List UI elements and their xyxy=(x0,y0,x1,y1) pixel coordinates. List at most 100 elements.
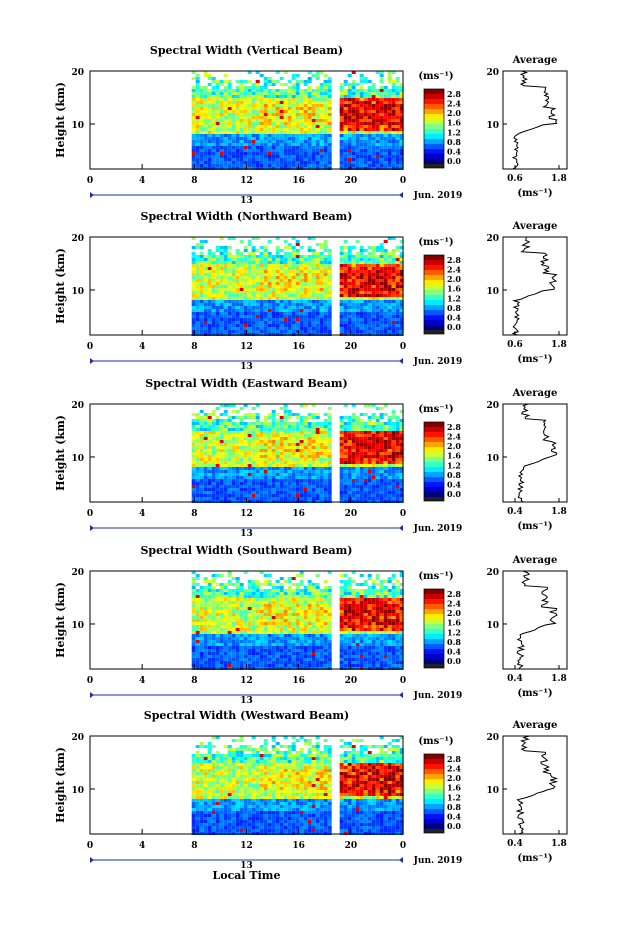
heatmap-cell xyxy=(291,443,296,446)
heatmap-cell xyxy=(391,443,396,446)
heatmap-cell xyxy=(399,482,404,485)
heatmap-cell xyxy=(271,494,276,497)
heatmap-cell xyxy=(215,449,220,452)
heatmap-cell xyxy=(399,134,404,137)
heatmap-cell xyxy=(199,416,204,419)
heatmap-cell xyxy=(343,479,348,482)
heatmap-cell xyxy=(303,267,308,270)
heatmap-cell xyxy=(251,446,256,449)
heatmap-cell xyxy=(347,321,352,324)
heatmap-cell xyxy=(275,101,280,104)
heatmap-cell xyxy=(263,95,268,98)
heatmap-cell xyxy=(247,71,252,74)
heatmap-cell xyxy=(295,140,300,143)
heatmap-cell xyxy=(235,428,240,431)
heatmap-cell xyxy=(203,473,208,476)
heatmap-cell xyxy=(235,128,240,131)
heatmap-cell xyxy=(395,461,400,464)
heatmap-cell xyxy=(199,428,204,431)
heatmap-cell xyxy=(195,652,200,655)
heatmap-cell xyxy=(319,464,324,467)
heatmap-cell xyxy=(263,89,268,92)
heatmap-cell xyxy=(367,89,372,92)
heatmap-cell xyxy=(203,464,208,467)
heatmap-cell xyxy=(255,306,260,309)
heatmap-cell xyxy=(235,300,240,303)
heatmap-cell xyxy=(275,309,280,312)
heatmap-cell xyxy=(291,312,296,315)
heatmap-cell xyxy=(243,113,248,116)
heatmap-cell xyxy=(219,270,224,273)
heatmap-cell xyxy=(311,291,316,294)
heatmap-cell xyxy=(295,467,300,470)
heatmap-cell xyxy=(279,309,284,312)
heatmap-cell xyxy=(227,119,232,122)
heatmap-cell xyxy=(387,476,392,479)
heatmap-cell xyxy=(287,285,292,288)
heatmap-cell xyxy=(319,107,324,110)
heatmap-cell xyxy=(351,92,356,95)
heatmap-cell xyxy=(195,479,200,482)
heatmap-cell xyxy=(199,598,204,601)
heatmap-cell xyxy=(195,255,200,258)
heatmap-cell xyxy=(287,467,292,470)
heatmap-cell xyxy=(243,158,248,161)
heatmap-cell xyxy=(207,131,212,134)
heatmap-cell xyxy=(223,152,228,155)
heatmap-cell xyxy=(339,140,344,143)
heatmap-cell xyxy=(267,146,272,149)
heatmap-cell xyxy=(327,300,332,303)
heatmap-cell xyxy=(235,488,240,491)
colorbar-segment xyxy=(424,144,444,150)
heatmap-cell xyxy=(363,267,368,270)
colorbar-tick-label: 2.0 xyxy=(447,274,461,284)
heatmap-cell xyxy=(279,92,284,95)
heatmap-cell xyxy=(275,110,280,113)
heatmap-cell xyxy=(327,419,332,422)
heatmap-cell xyxy=(271,164,276,167)
heatmap-cell xyxy=(339,285,344,288)
heatmap-cell xyxy=(319,300,324,303)
heatmap-cell xyxy=(243,437,248,440)
heatmap-cell xyxy=(247,240,252,243)
heatmap-cell xyxy=(267,428,272,431)
heatmap-cell xyxy=(307,104,312,107)
heatmap-cell xyxy=(267,137,272,140)
heatmap-cell xyxy=(379,131,384,134)
heatmap-cell xyxy=(347,437,352,440)
heatmap-cell xyxy=(263,330,268,333)
heatmap-cell xyxy=(271,410,276,413)
heatmap-cell xyxy=(315,425,320,428)
heatmap-cell xyxy=(383,155,388,158)
heatmap-cell xyxy=(299,264,304,267)
heatmap-cell xyxy=(267,276,272,279)
heatmap-cell xyxy=(191,643,196,646)
heatmap-cell xyxy=(283,291,288,294)
heatmap-cell xyxy=(231,473,236,476)
heatmap-cell xyxy=(295,152,300,155)
heatmap-cell xyxy=(223,128,228,131)
heatmap-cell xyxy=(283,119,288,122)
heatmap-cell xyxy=(315,131,320,134)
heatmap-cell xyxy=(379,437,384,440)
heatmap-cell xyxy=(287,267,292,270)
heatmap-cell xyxy=(395,449,400,452)
heatmap-cell xyxy=(239,134,244,137)
heatmap-cell xyxy=(251,255,256,258)
heatmap-cell xyxy=(255,404,260,407)
heatmap-cell xyxy=(355,437,360,440)
heatmap-cell xyxy=(291,86,296,89)
heatmap-cell xyxy=(379,315,384,318)
heatmap-cell xyxy=(215,164,220,167)
heatmap-cell xyxy=(259,464,264,467)
heatmap-cell xyxy=(231,282,236,285)
heatmap-cell xyxy=(219,152,224,155)
heatmap-cell xyxy=(259,110,264,113)
heatmap-cell xyxy=(207,297,212,300)
heatmap-cell xyxy=(379,464,384,467)
heatmap-cell xyxy=(195,330,200,333)
heatmap-cell xyxy=(351,143,356,146)
heatmap-cell xyxy=(339,161,344,164)
heatmap-cell xyxy=(207,92,212,95)
heatmap-cell xyxy=(243,294,248,297)
